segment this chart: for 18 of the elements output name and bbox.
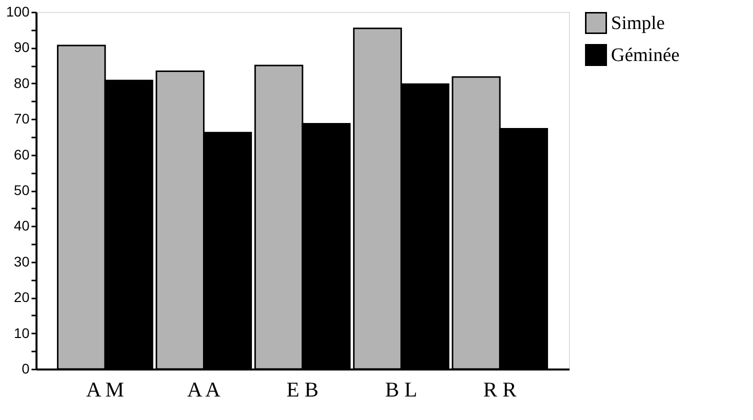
legend-label: Simple (611, 13, 665, 34)
y-tick-label: 30 (14, 253, 30, 270)
y-tick-label: 10 (14, 324, 30, 341)
x-tick-label: R R (483, 378, 517, 402)
y-tick-label: 60 (14, 146, 30, 162)
y-tick-label: 50 (14, 182, 30, 198)
y-tick-label: 90 (14, 39, 30, 56)
y-tick-label: 0 (22, 360, 30, 376)
x-tick-label: B L (385, 378, 418, 402)
y-tick-label: 100 (6, 4, 30, 20)
y-tick-label: 80 (14, 74, 30, 91)
x-tick-label: A M (86, 378, 124, 402)
y-tick-label: 40 (14, 218, 30, 234)
y-tick-label: 20 (14, 289, 30, 306)
x-tick-label: E B (286, 378, 319, 402)
y-tick-label: 70 (14, 110, 30, 127)
x-tick-label: A A (187, 378, 222, 402)
legend-label: Géminée (611, 45, 680, 66)
